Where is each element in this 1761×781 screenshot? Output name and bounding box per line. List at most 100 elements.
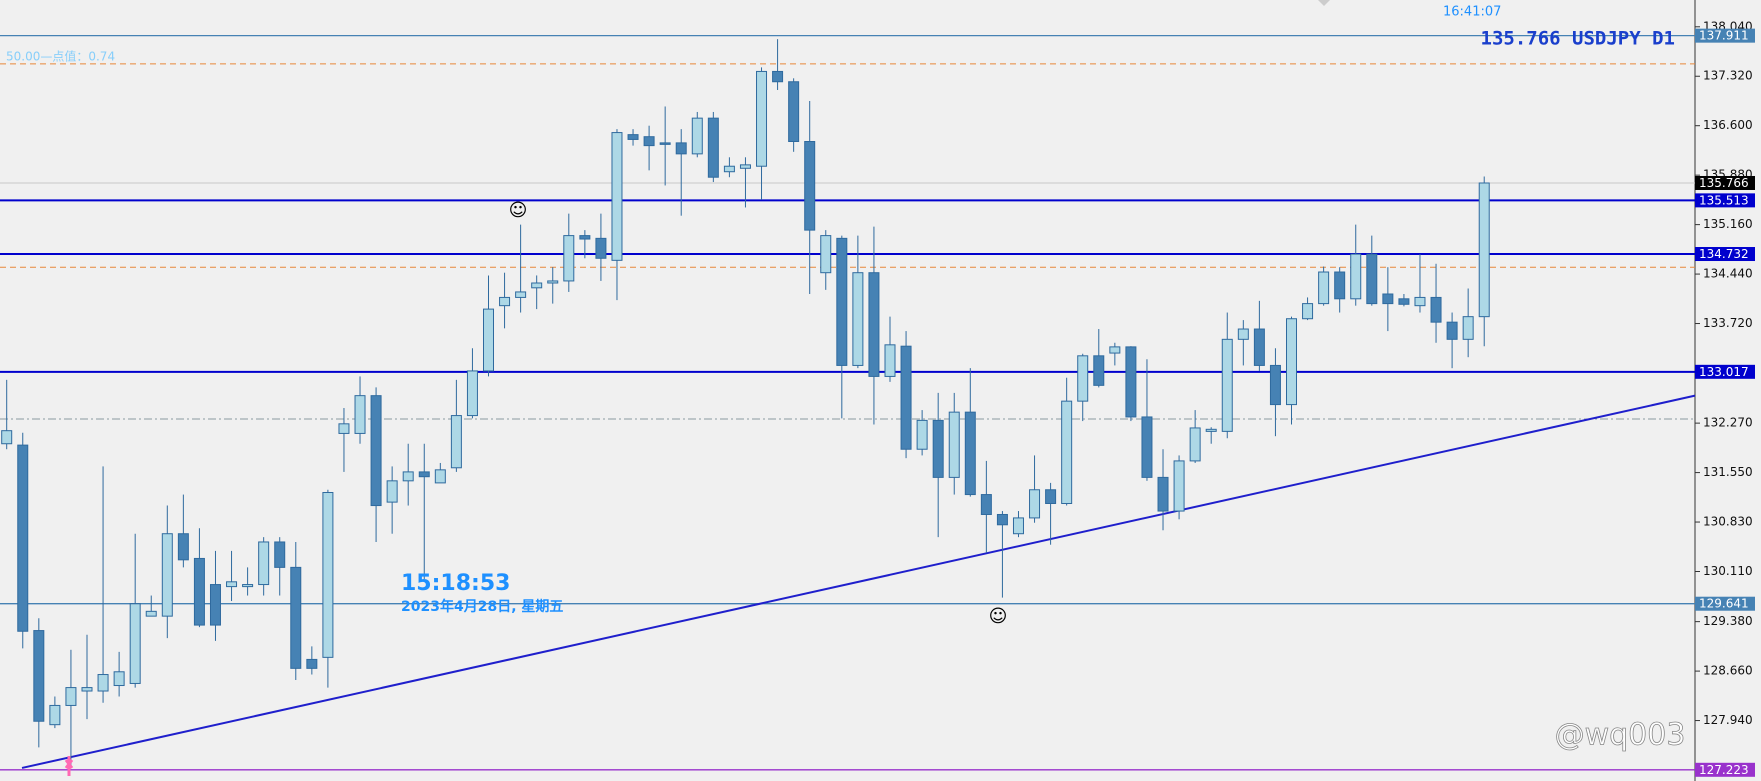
candle-body	[1269, 364, 1281, 406]
candle-body	[1045, 489, 1057, 504]
candle-body	[1029, 489, 1041, 519]
candle-body	[1398, 298, 1410, 305]
candle-body	[788, 81, 800, 143]
price-tag-label: 135.513	[1699, 193, 1749, 207]
candle-body	[193, 557, 205, 626]
candle-body	[1334, 271, 1346, 300]
price-tag	[1695, 175, 1755, 190]
price-tag	[1695, 247, 1755, 262]
candle-body	[354, 395, 366, 434]
candle-body	[1077, 355, 1089, 402]
candle-body	[996, 513, 1008, 526]
price-tag	[1695, 364, 1755, 379]
price-tag-label: 135.766	[1699, 176, 1749, 190]
candle-body	[691, 117, 703, 155]
candle-body	[852, 272, 864, 366]
candle-body	[547, 280, 559, 284]
candle-body	[756, 70, 768, 167]
candle-body	[129, 603, 141, 684]
watermark: @wq003	[1555, 718, 1686, 753]
symbol-label: 135.766 USDJPY D1	[1481, 28, 1675, 50]
candle-body	[1478, 182, 1490, 318]
candle-body	[1221, 338, 1233, 432]
candle-body	[1253, 328, 1265, 366]
scroll-marker	[1318, 0, 1330, 6]
candle-body	[306, 658, 318, 669]
candle-body	[1189, 427, 1201, 462]
candle-body	[579, 235, 591, 240]
candle-body	[1414, 296, 1426, 307]
candle-body	[1109, 346, 1121, 354]
candle-body	[1382, 293, 1394, 305]
candle-body	[804, 141, 816, 231]
candle-body	[900, 345, 912, 450]
y-tick-label: 136.600	[1703, 118, 1753, 132]
candle-body	[161, 533, 173, 617]
smiley-icon: ☺	[989, 606, 1008, 627]
candle-body	[916, 419, 928, 450]
candle-body	[418, 471, 430, 478]
candle-body	[1430, 296, 1442, 323]
y-tick-label: 135.160	[1703, 217, 1753, 231]
candle-body	[274, 541, 286, 568]
plot-background	[0, 0, 1695, 781]
price-tag-label: 134.732	[1699, 247, 1749, 261]
candle-body	[1157, 476, 1169, 512]
candle-body	[868, 272, 880, 377]
candle-body	[707, 117, 719, 178]
candle-body	[434, 469, 446, 484]
candle-body	[1237, 328, 1249, 340]
smiley-icon: ☺	[509, 200, 528, 221]
candle-body	[97, 674, 109, 692]
y-tick-label: 130.110	[1703, 564, 1753, 578]
clock: 16:41:07	[1443, 5, 1501, 20]
y-tick-label: 127.940	[1703, 713, 1753, 727]
candle-body	[1462, 316, 1474, 340]
price-tag-label: 133.017	[1699, 365, 1749, 379]
price-tag	[1695, 762, 1755, 777]
candle-body	[1302, 303, 1314, 320]
candle-body	[338, 423, 350, 434]
candle-body	[402, 471, 414, 482]
candle-body	[932, 419, 944, 478]
time-label: 15:18:53	[401, 571, 510, 596]
candle-body	[81, 687, 93, 692]
candle-body	[209, 584, 221, 626]
marks: 138.040137.320136.600135.880135.160134.4…	[0, 19, 1755, 777]
price-tag-label: 137.911	[1699, 29, 1749, 43]
ruler-label: 50.00—点值：0.74	[6, 49, 115, 64]
candle-body	[563, 235, 575, 282]
candle-body	[322, 492, 334, 658]
candle-body	[113, 671, 125, 687]
candle-body	[290, 566, 302, 669]
price-tag	[1695, 193, 1755, 208]
trend-line	[21, 394, 1696, 769]
price-tag	[1695, 28, 1755, 43]
candle-body	[1366, 253, 1378, 305]
candle-body	[483, 308, 494, 372]
candle-body	[499, 296, 511, 307]
candle-body	[723, 165, 735, 173]
candle-body	[242, 584, 254, 588]
candle-body	[659, 142, 671, 145]
y-tick-label: 128.660	[1703, 664, 1753, 678]
candle-body	[627, 134, 639, 140]
candle-body	[466, 370, 478, 417]
price-tag-label: 127.223	[1699, 763, 1749, 777]
candle-body	[450, 415, 462, 469]
candle-body	[515, 291, 527, 298]
candle-body	[531, 282, 543, 289]
candle-body	[1446, 321, 1458, 340]
candle-body	[739, 164, 751, 169]
candle-body	[595, 237, 607, 259]
y-tick-label: 131.550	[1703, 465, 1753, 479]
candle-body	[643, 136, 655, 147]
price-tag	[1695, 596, 1755, 611]
candle-body	[17, 444, 29, 632]
candle-body	[884, 344, 896, 377]
candle-body	[1350, 253, 1362, 300]
candle-body	[1, 430, 13, 445]
candle-body	[65, 687, 77, 706]
candle-body	[177, 533, 189, 561]
